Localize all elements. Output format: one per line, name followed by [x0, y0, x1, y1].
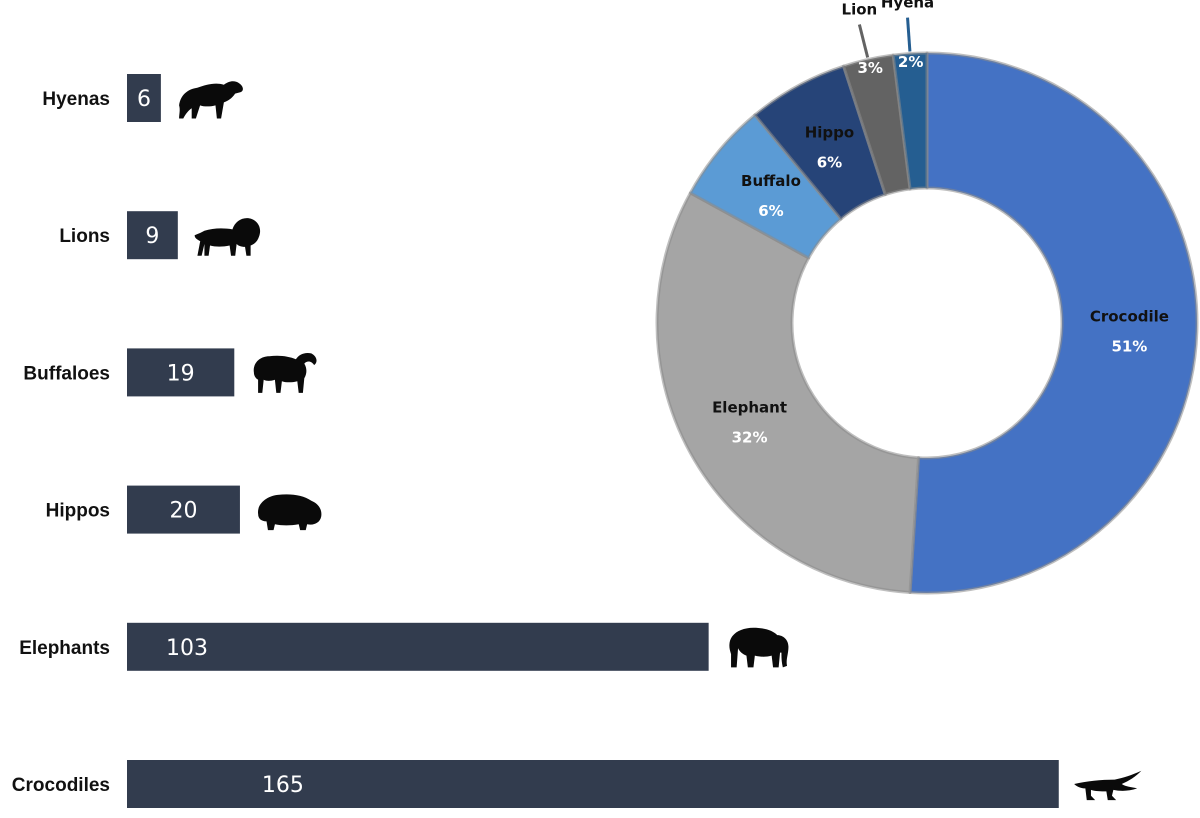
slice-name-label: Lion	[842, 0, 878, 18]
hippo-icon	[257, 494, 322, 531]
bar-value-label: 9	[145, 224, 159, 249]
bar-row: Crocodiles 165	[12, 760, 1142, 808]
donut-slice	[891, 51, 929, 191]
slice-name-label: Hippo	[805, 124, 854, 142]
bar	[127, 348, 235, 397]
bar	[127, 760, 1059, 808]
crocodile-icon	[1074, 770, 1142, 801]
bar-row: Lions 9	[59, 211, 261, 260]
bar	[127, 211, 178, 260]
hyena-icon	[179, 81, 243, 119]
bar-chart: Hyenas 6 Lions 9 Buffaloes 19 Hippos 20 Elephant…	[12, 74, 1142, 808]
category-label: Crocodiles	[12, 775, 110, 796]
category-label: Buffaloes	[23, 363, 110, 384]
slice-name-label: Crocodile	[1090, 307, 1169, 325]
bar-value-label: 20	[169, 499, 197, 524]
donut-chart: Crocodile51%Elephant32%Buffalo6%Hippo6%L…	[655, 0, 1199, 595]
bar-row: Hyenas 6	[42, 74, 243, 122]
bar	[127, 622, 709, 671]
slice-percent-label: 3%	[857, 59, 882, 77]
bar-row: Elephants 103	[19, 622, 789, 671]
bar	[127, 485, 240, 534]
leader-line	[906, 17, 912, 52]
bar-row: Buffaloes 19	[23, 348, 317, 397]
bar-value-label: 103	[166, 636, 208, 661]
donut-slice	[908, 51, 1199, 595]
slice-percent-label: 51%	[1111, 337, 1147, 355]
category-label: Lions	[59, 226, 110, 247]
slice-percent-label: 2%	[898, 53, 923, 71]
slice-name-label: Hyena	[881, 0, 934, 12]
bar-value-label: 165	[262, 773, 304, 798]
buffalo-icon	[253, 352, 317, 393]
bar-value-label: 19	[167, 361, 195, 386]
slice-name-label: Elephant	[712, 399, 787, 417]
donut-slice	[655, 191, 921, 594]
elephant-icon	[729, 627, 789, 668]
leader-line	[857, 24, 870, 58]
slice-percent-label: 6%	[758, 202, 783, 220]
slice-name-label: Buffalo	[741, 172, 801, 190]
lion-icon	[194, 218, 261, 256]
category-label: Hyenas	[42, 89, 110, 110]
bar-row: Hippos 20	[46, 485, 322, 534]
slice-percent-label: 32%	[732, 429, 768, 447]
donut-slice-group: Crocodile 51%	[908, 51, 1199, 595]
donut-slice-group: Lion 3%	[842, 0, 912, 197]
donut-slice-group: Elephant 32%	[655, 191, 921, 594]
category-label: Elephants	[19, 638, 110, 659]
bar	[127, 74, 161, 122]
donut-slice-group: Hyena 2%	[881, 0, 934, 191]
bar-value-label: 6	[137, 87, 151, 112]
slice-percent-label: 6%	[817, 154, 842, 172]
category-label: Hippos	[46, 501, 110, 522]
